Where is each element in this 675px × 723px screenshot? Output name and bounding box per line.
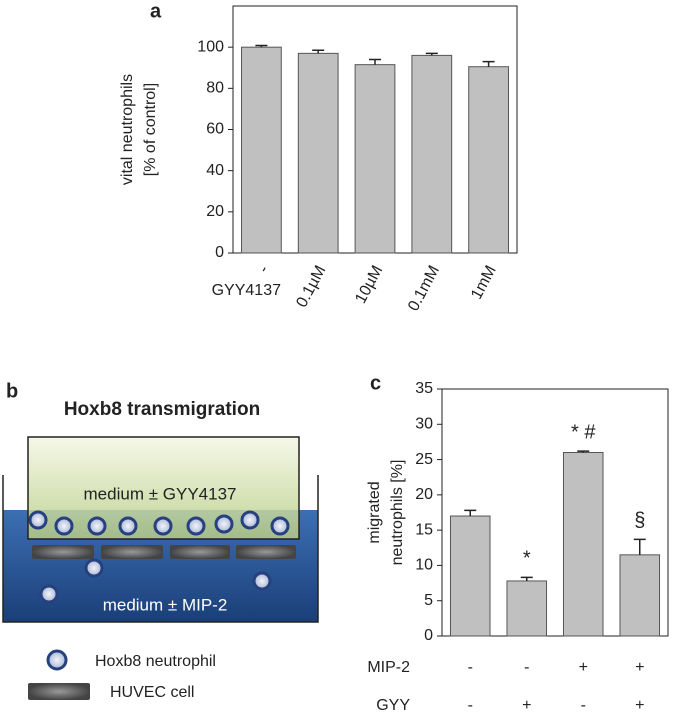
factor-name: MIP-2 xyxy=(367,659,410,676)
y-axis-label: neutrophils [%] xyxy=(389,460,406,566)
annotation: § xyxy=(634,510,645,532)
y-tick-label: 20 xyxy=(206,203,224,220)
panel-label: a xyxy=(150,0,162,22)
x-tick-label: 10µM xyxy=(352,263,386,307)
annotation: * xyxy=(523,548,531,570)
bar xyxy=(411,54,453,254)
factor-level: - xyxy=(468,697,473,714)
neutrophil xyxy=(186,516,206,536)
bar xyxy=(449,515,491,637)
panel-label: b xyxy=(6,380,18,402)
x-tick-label: 0.1µM xyxy=(293,263,329,311)
upper-label: medium ± GYY4137 xyxy=(84,484,237,503)
y-tick-label: 100 xyxy=(197,38,224,55)
y-tick-label: 30 xyxy=(415,416,433,433)
error-bar xyxy=(482,60,495,67)
factor-level: - xyxy=(468,659,473,676)
error-bar xyxy=(425,52,438,56)
neutrophil xyxy=(153,516,173,536)
factor-level: + xyxy=(579,659,588,676)
y-tick-label: 35 xyxy=(415,380,433,397)
y-tick-label: 15 xyxy=(415,521,433,538)
neutrophil xyxy=(240,510,260,530)
x-tick-label: 0.1mM xyxy=(405,263,443,314)
neutrophils xyxy=(28,510,290,671)
lower-label: medium ± MIP-2 xyxy=(103,595,228,614)
factor-name: GYY xyxy=(376,697,410,714)
factor-level: - xyxy=(524,659,529,676)
error-bar xyxy=(312,49,325,54)
error-bar xyxy=(255,44,268,48)
huvec xyxy=(32,545,94,559)
neutrophil xyxy=(84,558,104,578)
neutrophil xyxy=(39,584,59,604)
y-tick-label: 80 xyxy=(206,80,224,97)
plot-frame xyxy=(441,388,669,637)
bar xyxy=(297,52,339,254)
y-tick-label: 25 xyxy=(415,451,433,468)
legend-huvec xyxy=(28,683,90,700)
annotation: * # xyxy=(571,421,596,443)
panel-label: c xyxy=(370,372,381,394)
neutrophil xyxy=(54,516,74,536)
neutrophil xyxy=(87,516,107,536)
neutrophil xyxy=(118,516,138,536)
legend-label: Hoxb8 neutrophil xyxy=(95,653,216,670)
y-tick-label: 20 xyxy=(415,486,433,503)
bar xyxy=(241,46,282,254)
y-axis-label: vital neutrophils xyxy=(119,74,136,185)
error-bar xyxy=(577,450,590,453)
error-bar xyxy=(520,576,533,581)
y-tick-label: 0 xyxy=(215,244,224,261)
diagram: b Hoxb8 transmigration medium ± GYY4137 … xyxy=(2,380,319,701)
y-tick-label: 40 xyxy=(206,162,224,179)
bar xyxy=(619,554,661,637)
well xyxy=(2,475,319,623)
huvec xyxy=(170,545,230,559)
factor-level: - xyxy=(581,697,586,714)
diagram-title: Hoxb8 transmigration xyxy=(64,399,260,420)
neutrophil xyxy=(28,510,48,530)
neutrophil xyxy=(270,516,290,536)
y-tick-label: 0 xyxy=(424,627,433,644)
neutrophil xyxy=(214,514,234,534)
x-tick-label: 1mM xyxy=(468,263,500,302)
factor-level: + xyxy=(635,697,644,714)
y-tick-label: 60 xyxy=(206,121,224,138)
huvec-layer xyxy=(32,545,296,559)
factor-level: + xyxy=(522,697,531,714)
y-tick-label: 5 xyxy=(424,592,433,609)
legend-label: HUVEC cell xyxy=(110,684,194,701)
bar xyxy=(468,66,509,254)
factor-level: + xyxy=(635,659,644,676)
huvec xyxy=(101,545,163,559)
error-bar xyxy=(369,58,381,65)
x-axis-label: GYY4137 xyxy=(212,282,281,299)
y-axis-label: [% of control] xyxy=(142,83,159,176)
y-tick-label: 10 xyxy=(415,557,433,574)
neutrophil xyxy=(252,571,272,591)
huvec xyxy=(236,545,296,559)
error-bar xyxy=(464,509,477,517)
legend-neutrophil xyxy=(46,649,68,671)
bar xyxy=(506,580,548,637)
error-bar xyxy=(633,538,646,555)
y-axis-label: migrated xyxy=(366,481,383,543)
bar xyxy=(562,452,604,637)
x-tick-label: - xyxy=(255,263,273,276)
bar xyxy=(354,64,396,254)
